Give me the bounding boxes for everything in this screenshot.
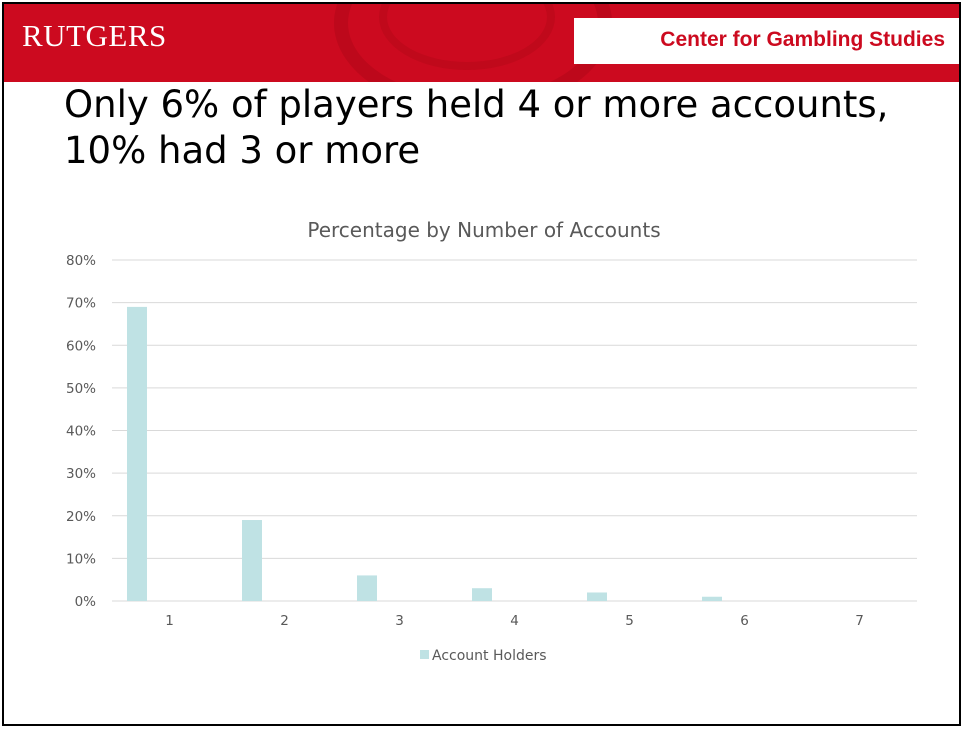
bar-5 <box>587 592 607 601</box>
y-tick-label: 0% <box>75 594 97 610</box>
rutgers-logo: RUTGERS <box>22 18 167 53</box>
bars <box>127 306 722 601</box>
chart-title: Percentage by Number of Accounts <box>307 218 660 242</box>
header-banner: RUTGERS Center for Gambling Studies <box>4 4 959 82</box>
x-tick-label: 5 <box>625 613 634 629</box>
y-tick-label: 10% <box>66 551 96 567</box>
slide-title-line2: 10% had 3 or more <box>64 129 421 172</box>
x-tick-label: 2 <box>280 613 289 629</box>
bar-6 <box>702 596 722 601</box>
slide-title-line1: Only 6% of players held 4 or more accoun… <box>64 83 889 126</box>
x-tick-label: 4 <box>510 613 519 629</box>
y-tick-label: 40% <box>66 424 96 440</box>
y-axis-ticks: 0% 10% 20% 30% 40% 50% 60% 70% 80% <box>66 253 96 610</box>
y-tick-label: 70% <box>66 296 96 312</box>
gridlines <box>112 259 917 602</box>
legend-swatch <box>420 650 429 659</box>
x-tick-label: 6 <box>740 613 749 629</box>
x-axis-ticks: 1 2 3 4 5 6 7 <box>165 613 864 629</box>
y-tick-label: 80% <box>66 253 96 269</box>
y-tick-label: 30% <box>66 466 96 482</box>
bar-4 <box>472 588 492 601</box>
legend-label: Account Holders <box>432 648 547 664</box>
bar-3 <box>357 575 377 601</box>
x-tick-label: 1 <box>165 613 174 629</box>
x-tick-label: 3 <box>395 613 404 629</box>
bar-1 <box>127 306 147 601</box>
bar-2 <box>242 520 262 601</box>
y-tick-label: 50% <box>66 381 96 397</box>
legend: Account Holders <box>420 648 547 664</box>
center-label-box <box>574 18 959 64</box>
slide-title: Only 6% of players held 4 or more accoun… <box>64 82 944 174</box>
bar-chart: Percentage by Number of Accounts 0%10%20… <box>66 218 917 664</box>
x-tick-label: 7 <box>855 613 864 629</box>
y-tick-label: 60% <box>66 338 96 354</box>
y-tick-label: 20% <box>66 509 96 525</box>
center-label: Center for Gambling Studies <box>660 28 945 51</box>
